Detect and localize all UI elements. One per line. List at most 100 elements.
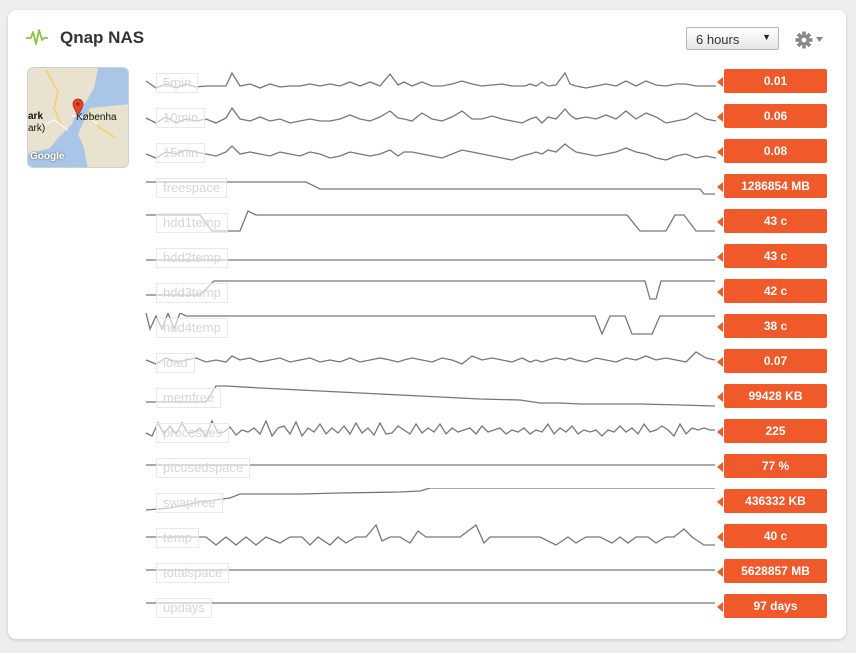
sparkline [145, 313, 715, 336]
metric-row: hdd4temp 38 c [140, 313, 830, 341]
metric-value-badge: 99428 KB [724, 384, 827, 408]
metric-row: processes 225 [140, 418, 830, 446]
metric-label: temp [156, 528, 199, 548]
map-label: ark) [28, 123, 46, 134]
map-label: ark [28, 111, 44, 122]
sparkline-chart [146, 523, 715, 546]
sparkline-chart [146, 602, 715, 604]
metric-row: hdd3temp 42 c [140, 278, 830, 306]
metric-value-badge: 5628857 MB [724, 559, 827, 583]
metric-label: updays [156, 598, 212, 618]
sparkline-chart [146, 385, 716, 407]
map-marker-icon [72, 98, 84, 116]
metric-value-badge: 42 c [724, 279, 827, 303]
metric-label: hdd1temp [156, 213, 228, 233]
metric-row: updays 97 days [140, 593, 830, 621]
metric-value-badge: 0.08 [724, 139, 827, 163]
badge-pointer-icon [717, 252, 723, 262]
badge-pointer-icon [717, 182, 723, 192]
badge-pointer-icon [717, 567, 723, 577]
metric-value-badge: 43 c [724, 209, 827, 233]
metric-row: temp 40 c [140, 523, 830, 551]
sparkline [146, 181, 715, 195]
metric-label: 15min [156, 143, 206, 163]
metric-label: hdd4temp [156, 318, 228, 338]
sparkline [145, 71, 716, 89]
badge-pointer-icon [717, 427, 723, 437]
metric-value-badge: 77 % [724, 454, 827, 478]
google-logo: Google [30, 151, 65, 162]
sparkline-chart [146, 569, 715, 571]
sparkline-chart [145, 351, 716, 365]
sparkline-chart [146, 181, 715, 195]
metric-label: swapfree [156, 493, 223, 513]
widget-title: Qnap NAS [60, 28, 145, 47]
badge-pointer-icon [717, 532, 723, 542]
sparkline-chart [145, 106, 716, 124]
badge-pointer-icon [717, 602, 723, 612]
sparkline [145, 143, 716, 161]
sparkline-chart [146, 259, 715, 261]
badge-pointer-icon [717, 357, 723, 367]
metric-value-badge: 225 [724, 419, 827, 443]
badge-pointer-icon [717, 147, 723, 157]
metric-row: freespace 1286854 MB [140, 173, 830, 201]
metric-label: ptcusedspace [156, 458, 251, 478]
metric-row: 15min 0.08 [140, 138, 830, 166]
gear-icon[interactable] [794, 30, 824, 50]
metric-label: 10min [156, 108, 206, 128]
metric-row: memfree 99428 KB [140, 383, 830, 411]
metric-label: 5min [156, 73, 199, 93]
metric-row: swapfree 436332 KB [140, 488, 830, 516]
badge-pointer-icon [717, 77, 723, 87]
chevron-down-icon: ▼ [762, 32, 771, 42]
map-city-label: Københa [76, 112, 117, 123]
badge-pointer-icon [717, 497, 723, 507]
sparkline [146, 210, 715, 232]
metric-label: memfree [156, 388, 222, 408]
time-range-select[interactable]: 6 hours ▼ [686, 27, 779, 50]
badge-pointer-icon [717, 462, 723, 472]
badge-pointer-icon [717, 287, 723, 297]
sparkline [145, 488, 715, 511]
metric-value-badge: 0.06 [724, 104, 827, 128]
metric-row: ptcusedspace 77 % [140, 453, 830, 481]
badge-pointer-icon [717, 322, 723, 332]
sparkline [145, 351, 716, 365]
location-map[interactable]: ark ark) Københa Google [27, 67, 129, 168]
sparkline-chart [146, 210, 715, 232]
metric-value-badge: 40 c [724, 524, 827, 548]
badge-pointer-icon [717, 112, 723, 122]
metric-label: load [156, 353, 195, 373]
activity-icon [26, 29, 48, 45]
metric-value-badge: 43 c [724, 244, 827, 268]
metric-label: hdd3temp [156, 283, 228, 303]
metric-label: freespace [156, 178, 228, 198]
metric-row: load 0.07 [140, 348, 830, 376]
sparkline [145, 106, 716, 124]
metric-row: totalspace 5628857 MB [140, 558, 830, 586]
sparkline [146, 385, 716, 407]
metric-value-badge: 0.07 [724, 349, 827, 373]
sparkline [146, 523, 715, 546]
metric-row: hdd1temp 43 c [140, 208, 830, 236]
sparkline [145, 419, 715, 439]
metric-label: processes [156, 423, 230, 443]
sparkline-chart [145, 71, 716, 89]
badge-pointer-icon [717, 392, 723, 402]
metric-label: hdd2temp [156, 248, 228, 268]
sparkline [146, 280, 715, 300]
metric-row: 10min 0.06 [140, 103, 830, 131]
time-range-value: 6 hours [696, 32, 740, 47]
sparkline-chart [145, 419, 715, 439]
sparkline-chart [145, 143, 716, 161]
metric-value-badge: 436332 KB [724, 489, 827, 513]
nas-widget [8, 10, 846, 639]
badge-pointer-icon [717, 217, 723, 227]
metric-label: totalspace [156, 563, 230, 583]
metric-value-badge: 0.01 [724, 69, 827, 93]
metric-row: 5min 0.01 [140, 68, 830, 96]
metric-value-badge: 97 days [724, 594, 827, 618]
sparkline-chart [145, 488, 715, 511]
metric-row: hdd2temp 43 c [140, 243, 830, 271]
